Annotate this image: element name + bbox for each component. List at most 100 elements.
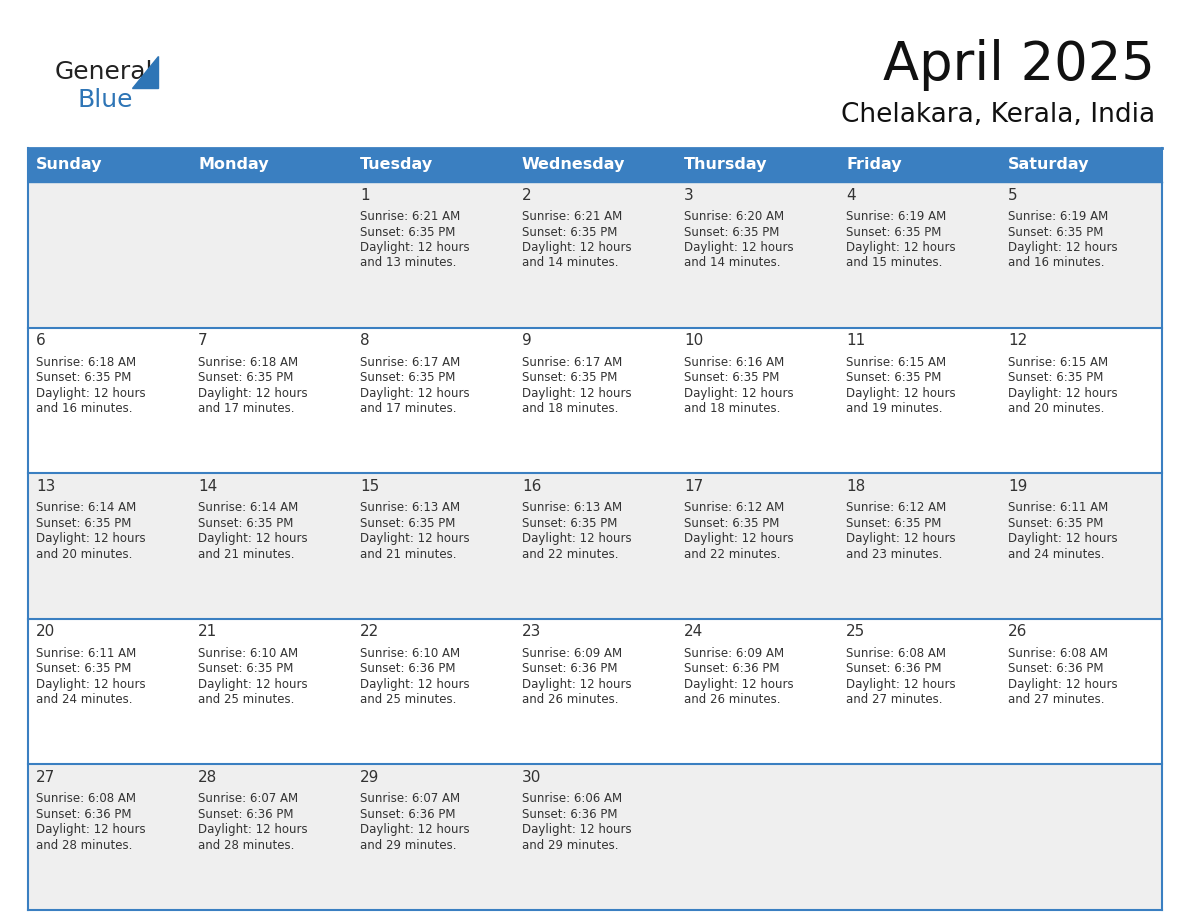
Text: Sunset: 6:35 PM: Sunset: 6:35 PM (360, 371, 455, 384)
Text: Sunset: 6:35 PM: Sunset: 6:35 PM (846, 226, 941, 239)
Text: Sunset: 6:35 PM: Sunset: 6:35 PM (684, 371, 779, 384)
Bar (514, 765, 676, 910)
Text: Tuesday: Tuesday (360, 158, 434, 173)
Text: Sunset: 6:35 PM: Sunset: 6:35 PM (522, 371, 618, 384)
Text: Sunrise: 6:13 AM: Sunrise: 6:13 AM (522, 501, 623, 514)
Text: 5: 5 (1007, 187, 1018, 203)
Text: Sunrise: 6:06 AM: Sunrise: 6:06 AM (522, 792, 623, 805)
Text: 15: 15 (360, 478, 379, 494)
Text: and 28 minutes.: and 28 minutes. (198, 839, 295, 852)
Text: Daylight: 12 hours: Daylight: 12 hours (1007, 532, 1118, 545)
Text: Sunset: 6:35 PM: Sunset: 6:35 PM (522, 226, 618, 239)
Bar (1000, 182, 1162, 328)
Text: Sunset: 6:36 PM: Sunset: 6:36 PM (360, 808, 455, 821)
Bar (1000, 619, 1162, 765)
Text: Sunset: 6:35 PM: Sunset: 6:35 PM (684, 517, 779, 530)
Text: Sunset: 6:36 PM: Sunset: 6:36 PM (360, 662, 455, 676)
Text: General: General (55, 60, 153, 84)
Text: and 24 minutes.: and 24 minutes. (1007, 548, 1105, 561)
Text: Daylight: 12 hours: Daylight: 12 hours (522, 823, 632, 836)
Bar (29, 619, 190, 765)
Text: Daylight: 12 hours: Daylight: 12 hours (198, 386, 308, 399)
Text: Sunrise: 6:12 AM: Sunrise: 6:12 AM (684, 501, 784, 514)
Text: and 27 minutes.: and 27 minutes. (846, 693, 942, 706)
Bar (676, 619, 838, 765)
Bar (1000, 473, 1162, 619)
Text: 16: 16 (522, 478, 542, 494)
Text: Daylight: 12 hours: Daylight: 12 hours (846, 677, 955, 691)
Text: Daylight: 12 hours: Daylight: 12 hours (36, 386, 146, 399)
Text: Daylight: 12 hours: Daylight: 12 hours (36, 823, 146, 836)
Text: Blue: Blue (78, 88, 133, 112)
Bar (1000, 765, 1162, 910)
Text: 28: 28 (198, 770, 217, 785)
Text: Sunrise: 6:15 AM: Sunrise: 6:15 AM (846, 355, 946, 369)
Text: Daylight: 12 hours: Daylight: 12 hours (360, 677, 469, 691)
Text: 25: 25 (846, 624, 865, 639)
Text: Daylight: 12 hours: Daylight: 12 hours (846, 241, 955, 254)
Text: Daylight: 12 hours: Daylight: 12 hours (198, 532, 308, 545)
Text: and 18 minutes.: and 18 minutes. (684, 402, 781, 415)
Bar (838, 619, 1000, 765)
Bar (190, 182, 352, 328)
Bar (352, 182, 514, 328)
Bar (352, 619, 514, 765)
Text: 20: 20 (36, 624, 56, 639)
Text: 2: 2 (522, 187, 531, 203)
Text: Daylight: 12 hours: Daylight: 12 hours (522, 677, 632, 691)
Text: and 26 minutes.: and 26 minutes. (522, 693, 619, 706)
Bar (1000, 328, 1162, 473)
Text: Sunrise: 6:10 AM: Sunrise: 6:10 AM (360, 647, 460, 660)
Text: Daylight: 12 hours: Daylight: 12 hours (684, 241, 794, 254)
Text: Monday: Monday (198, 158, 268, 173)
Text: Daylight: 12 hours: Daylight: 12 hours (360, 532, 469, 545)
Bar (676, 473, 838, 619)
Text: and 13 minutes.: and 13 minutes. (360, 256, 456, 270)
Text: and 23 minutes.: and 23 minutes. (846, 548, 942, 561)
Text: 11: 11 (846, 333, 865, 348)
Bar (838, 182, 1000, 328)
Bar (190, 765, 352, 910)
Text: 8: 8 (360, 333, 369, 348)
Text: Daylight: 12 hours: Daylight: 12 hours (36, 677, 146, 691)
Text: Wednesday: Wednesday (522, 158, 625, 173)
Text: 21: 21 (198, 624, 217, 639)
Bar (29, 473, 190, 619)
Text: Sunset: 6:35 PM: Sunset: 6:35 PM (198, 662, 293, 676)
Text: Sunrise: 6:18 AM: Sunrise: 6:18 AM (198, 355, 298, 369)
Text: 4: 4 (846, 187, 855, 203)
Text: April 2025: April 2025 (883, 39, 1155, 91)
Text: Sunset: 6:35 PM: Sunset: 6:35 PM (36, 371, 132, 384)
Bar (352, 765, 514, 910)
Text: Sunrise: 6:08 AM: Sunrise: 6:08 AM (36, 792, 135, 805)
Text: and 20 minutes.: and 20 minutes. (1007, 402, 1105, 415)
Bar (29, 148, 1162, 182)
Bar (676, 765, 838, 910)
Text: Sunrise: 6:09 AM: Sunrise: 6:09 AM (684, 647, 784, 660)
Text: Daylight: 12 hours: Daylight: 12 hours (846, 532, 955, 545)
Text: Daylight: 12 hours: Daylight: 12 hours (360, 386, 469, 399)
Bar (29, 182, 190, 328)
Text: and 14 minutes.: and 14 minutes. (522, 256, 619, 270)
Bar (352, 328, 514, 473)
Text: and 19 minutes.: and 19 minutes. (846, 402, 942, 415)
Text: and 21 minutes.: and 21 minutes. (360, 548, 456, 561)
Text: Sunrise: 6:11 AM: Sunrise: 6:11 AM (1007, 501, 1108, 514)
Text: Sunrise: 6:18 AM: Sunrise: 6:18 AM (36, 355, 137, 369)
Text: Daylight: 12 hours: Daylight: 12 hours (522, 386, 632, 399)
Text: Sunset: 6:36 PM: Sunset: 6:36 PM (522, 808, 618, 821)
Text: and 15 minutes.: and 15 minutes. (846, 256, 942, 270)
Text: Sunset: 6:35 PM: Sunset: 6:35 PM (36, 517, 132, 530)
Text: Daylight: 12 hours: Daylight: 12 hours (360, 241, 469, 254)
Text: Sunrise: 6:08 AM: Sunrise: 6:08 AM (846, 647, 946, 660)
Text: Sunset: 6:36 PM: Sunset: 6:36 PM (522, 662, 618, 676)
Text: Sunrise: 6:21 AM: Sunrise: 6:21 AM (522, 210, 623, 223)
Bar (838, 473, 1000, 619)
Bar (514, 619, 676, 765)
Text: 17: 17 (684, 478, 703, 494)
Text: Saturday: Saturday (1007, 158, 1089, 173)
Text: and 29 minutes.: and 29 minutes. (522, 839, 619, 852)
Text: Sunrise: 6:21 AM: Sunrise: 6:21 AM (360, 210, 460, 223)
Text: Sunrise: 6:19 AM: Sunrise: 6:19 AM (1007, 210, 1108, 223)
Text: Daylight: 12 hours: Daylight: 12 hours (36, 532, 146, 545)
